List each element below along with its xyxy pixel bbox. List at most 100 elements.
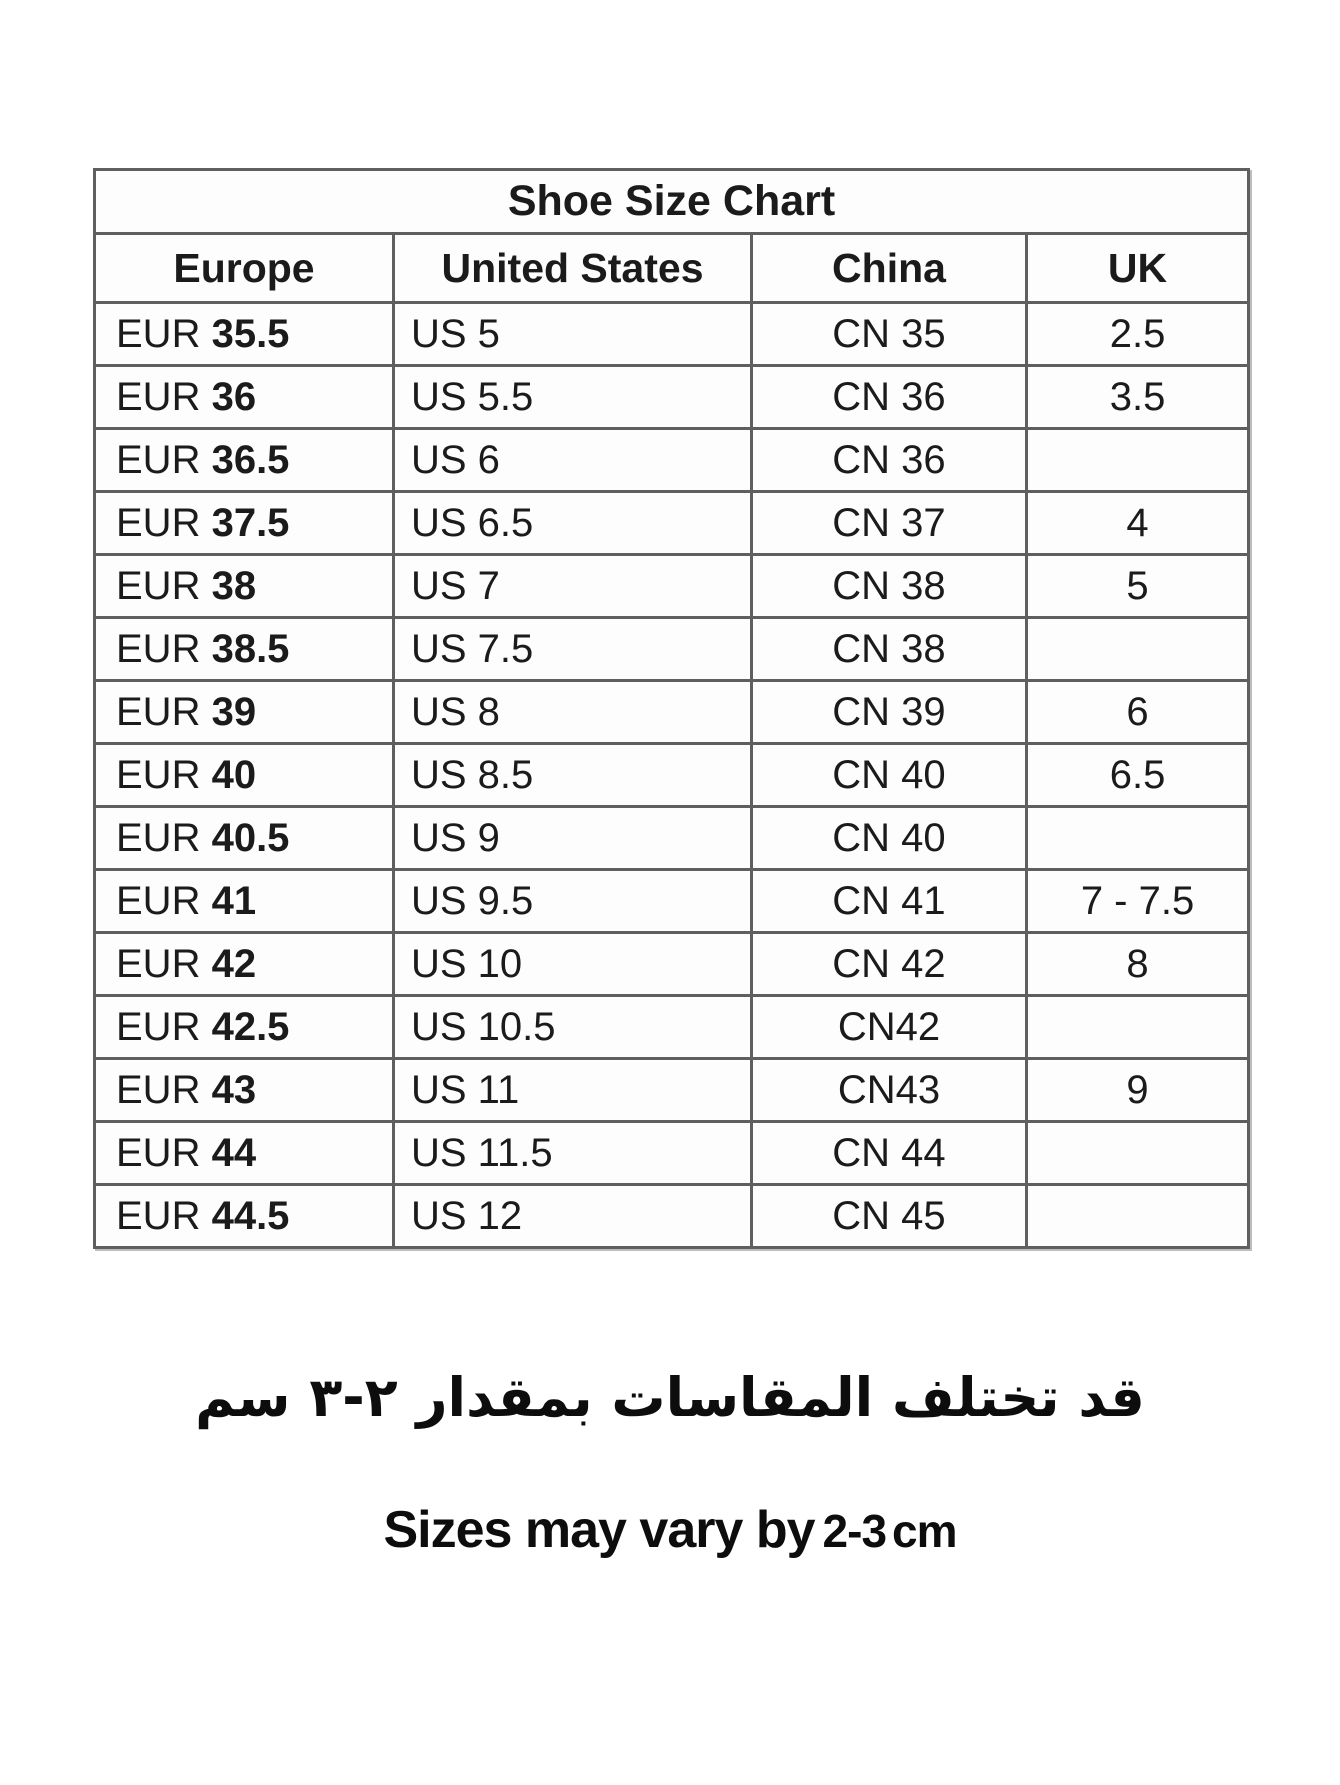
cell-uk: 4 (1024, 490, 1251, 556)
cell-china: CN 38 (750, 616, 1028, 682)
eur-value: 36.5 (211, 437, 290, 482)
cell-united-states: US 9 (392, 805, 753, 871)
cell-united-states: US 6 (392, 427, 753, 493)
eur-prefix: EUR (116, 1193, 201, 1238)
eur-prefix: EUR (116, 626, 201, 671)
table-row: EUR 38.5 US 7.5 CN 38 (93, 616, 1251, 682)
eur-value: 42 (211, 941, 257, 986)
eur-value: 42.5 (211, 1004, 290, 1049)
eur-prefix: EUR (116, 1130, 201, 1175)
eur-prefix: EUR (116, 752, 201, 797)
eur-prefix: EUR (116, 815, 201, 860)
cell-uk (1024, 1183, 1251, 1249)
shoe-size-table: Shoe Size Chart Europe United States China… (92, 168, 1251, 1249)
eur-value: 39 (211, 689, 257, 734)
cell-china: CN42 (750, 994, 1028, 1060)
cell-uk (1024, 1120, 1251, 1186)
eur-prefix: EUR (116, 689, 201, 734)
note-english-range: 2-3 (822, 1505, 887, 1557)
cell-europe: EUR 36.5 (93, 427, 395, 493)
eur-prefix: EUR (116, 1067, 201, 1112)
cell-united-states: US 10 (392, 931, 753, 997)
cell-europe: EUR 41 (93, 868, 395, 934)
eur-value: 37.5 (211, 500, 290, 545)
eur-prefix: EUR (116, 563, 201, 608)
eur-prefix: EUR (116, 1004, 201, 1049)
cell-uk (1024, 427, 1251, 493)
cell-china: CN43 (750, 1057, 1028, 1123)
cell-uk: 7 - 7.5 (1024, 868, 1251, 934)
eur-value: 40 (211, 752, 257, 797)
column-header-united-states: United States (392, 232, 753, 304)
cell-europe: EUR 38 (93, 553, 395, 619)
cell-uk: 3.5 (1024, 364, 1251, 430)
cell-uk: 5 (1024, 553, 1251, 619)
note-arabic: قد تختلف المقاسات بمقدار ٢-٣ سم (195, 1366, 1145, 1429)
eur-value: 40.5 (211, 815, 290, 860)
cell-europe: EUR 42 (93, 931, 395, 997)
cell-uk: 9 (1024, 1057, 1251, 1123)
table-row: EUR 44 US 11.5 CN 44 (93, 1120, 1251, 1186)
cell-china: CN 40 (750, 742, 1028, 808)
table-title-row: Shoe Size Chart (92, 168, 1251, 235)
table-row: EUR 42.5 US 10.5 CN42 (93, 994, 1251, 1060)
eur-prefix: EUR (116, 878, 201, 923)
table-row: EUR 43 US 11 CN43 9 (93, 1057, 1251, 1123)
table-row: EUR 35.5 US 5 CN 35 2.5 (93, 301, 1251, 367)
table-row: EUR 44.5 US 12 CN 45 (93, 1183, 1251, 1249)
column-header-china: China (750, 232, 1028, 304)
cell-europe: EUR 40 (93, 742, 395, 808)
cell-uk (1024, 616, 1251, 682)
eur-prefix: EUR (116, 374, 201, 419)
note-english-text: Sizes may vary by (383, 1501, 815, 1559)
table-row: EUR 42 US 10 CN 42 8 (93, 931, 1251, 997)
cell-europe: EUR 42.5 (93, 994, 395, 1060)
cell-united-states: US 8 (392, 679, 753, 745)
cell-united-states: US 11.5 (392, 1120, 753, 1186)
table-row: EUR 38 US 7 CN 38 5 (93, 553, 1251, 619)
cell-uk: 6.5 (1024, 742, 1251, 808)
cell-uk (1024, 805, 1251, 871)
cell-china: CN 41 (750, 868, 1028, 934)
cell-europe: EUR 44.5 (93, 1183, 395, 1249)
cell-united-states: US 7.5 (392, 616, 753, 682)
eur-value: 44.5 (211, 1193, 290, 1238)
cell-united-states: US 5 (392, 301, 753, 367)
cell-united-states: US 5.5 (392, 364, 753, 430)
cell-united-states: US 11 (392, 1057, 753, 1123)
cell-united-states: US 6.5 (392, 490, 753, 556)
cell-china: CN 36 (750, 427, 1028, 493)
cell-europe: EUR 36 (93, 364, 395, 430)
table-title: Shoe Size Chart (92, 168, 1251, 235)
cell-uk: 2.5 (1024, 301, 1251, 367)
cell-united-states: US 8.5 (392, 742, 753, 808)
cell-europe: EUR 35.5 (93, 301, 395, 367)
cell-china: CN 36 (750, 364, 1028, 430)
note-english-unit: cm (892, 1505, 957, 1557)
table-row: EUR 36.5 US 6 CN 36 (93, 427, 1251, 493)
column-header-uk: UK (1024, 232, 1251, 304)
cell-china: CN 37 (750, 490, 1028, 556)
cell-europe: EUR 38.5 (93, 616, 395, 682)
eur-value: 44 (211, 1130, 257, 1175)
eur-prefix: EUR (116, 437, 201, 482)
table-row: EUR 41 US 9.5 CN 41 7 - 7.5 (93, 868, 1251, 934)
eur-prefix: EUR (116, 311, 201, 356)
cell-uk (1024, 994, 1251, 1060)
eur-value: 36 (211, 374, 257, 419)
eur-value: 43 (211, 1067, 257, 1112)
cell-china: CN 44 (750, 1120, 1028, 1186)
eur-value: 41 (211, 878, 257, 923)
cell-uk: 8 (1024, 931, 1251, 997)
cell-europe: EUR 37.5 (93, 490, 395, 556)
cell-europe: EUR 43 (93, 1057, 395, 1123)
table-header-row: Europe United States China UK (93, 232, 1251, 304)
table-row: EUR 36 US 5.5 CN 36 3.5 (93, 364, 1251, 430)
eur-prefix: EUR (116, 941, 201, 986)
table-row: EUR 39 US 8 CN 39 6 (93, 679, 1251, 745)
cell-china: CN 35 (750, 301, 1028, 367)
cell-china: CN 45 (750, 1183, 1028, 1249)
cell-united-states: US 10.5 (392, 994, 753, 1060)
cell-europe: EUR 40.5 (93, 805, 395, 871)
